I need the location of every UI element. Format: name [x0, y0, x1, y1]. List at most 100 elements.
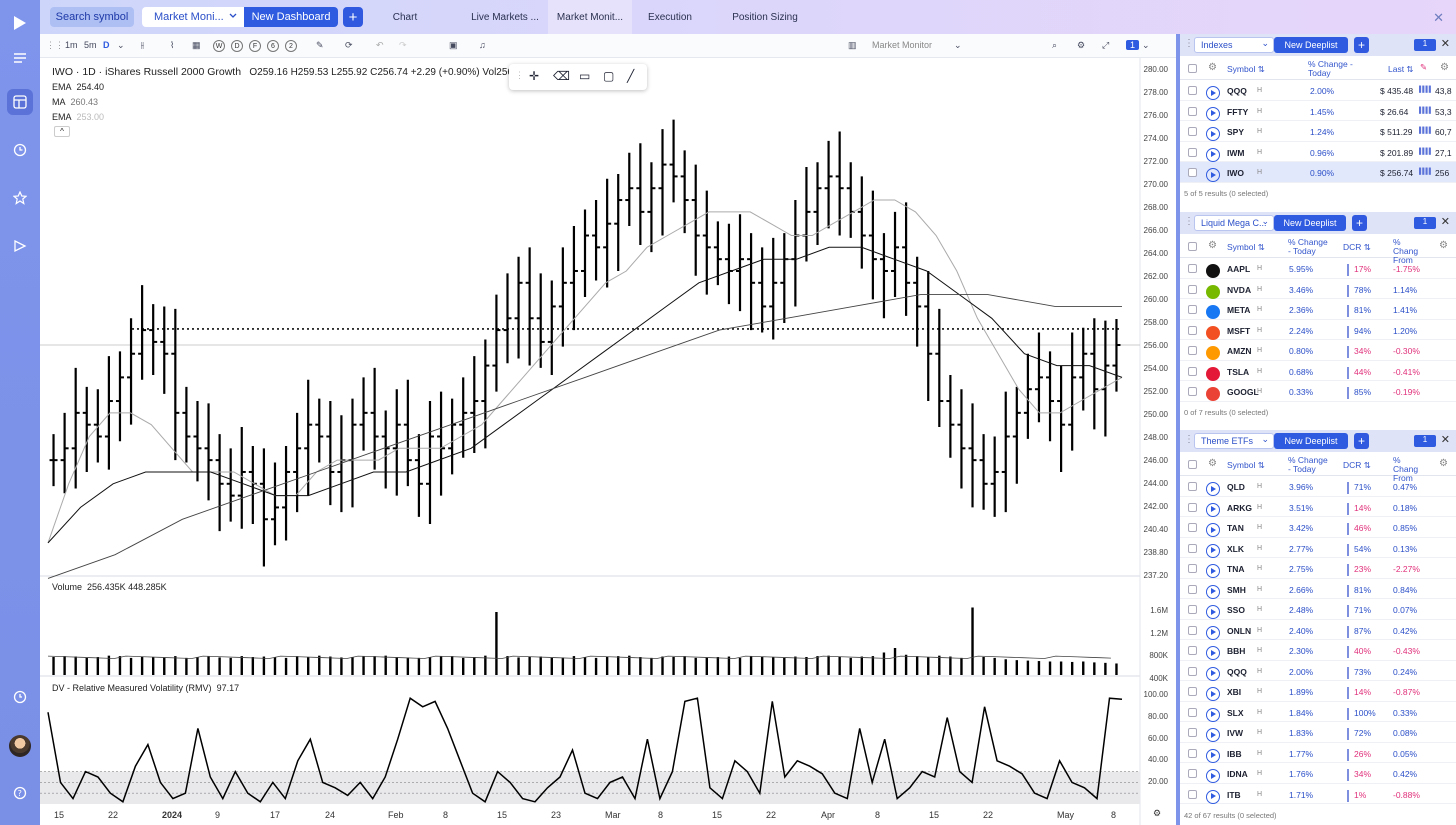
gear-icon[interactable]: ⚙	[1077, 40, 1086, 50]
legend-ema2[interactable]: EMA 253.00	[52, 112, 104, 122]
drag-handle-icon[interactable]: ⋮	[1184, 38, 1194, 49]
new-deeplist-button[interactable]: New Deeplist	[1274, 215, 1346, 231]
row-checkbox[interactable]	[1188, 605, 1197, 614]
list-row[interactable]: SSO H 2.48% 71% 0.07%	[1180, 599, 1456, 620]
list-row[interactable]: GOOGL H 0.33% 85% -0.19%	[1180, 381, 1456, 402]
column-change-today[interactable]: % Change - Today	[1288, 237, 1328, 256]
draw-pen-icon[interactable]: ✎	[316, 40, 324, 50]
bar-style-icon[interactable]: ⫲	[141, 40, 144, 50]
row-checkbox[interactable]	[1188, 625, 1197, 635]
new-deeplist-button[interactable]: New Deeplist	[1274, 37, 1348, 53]
gear-icon[interactable]: ⚙	[1440, 62, 1449, 73]
zoom-search-icon[interactable]: ⌕	[1052, 40, 1058, 50]
list-row[interactable]: AAPL H 5.95% 17% -1.75%	[1180, 258, 1456, 279]
close-icon[interactable]: ✕	[1440, 216, 1450, 228]
layout-name[interactable]: Market Monitor	[872, 40, 933, 50]
play-icon[interactable]	[1206, 86, 1220, 100]
deeplist-select[interactable]: Theme ETFs ⌄	[1194, 433, 1274, 449]
tab-market-monitor[interactable]: Market Monit...	[548, 0, 632, 34]
play-icon[interactable]	[1206, 646, 1220, 660]
trendline-icon[interactable]: ╱	[627, 69, 635, 83]
snapshot-icon[interactable]: ▣	[449, 40, 458, 50]
tab-chart[interactable]: Chart	[392, 11, 418, 23]
row-checkbox[interactable]	[1188, 789, 1197, 799]
list-row[interactable]: IDNA H 1.76% 34% 0.42%	[1180, 763, 1456, 784]
play-icon[interactable]	[1206, 482, 1220, 496]
row-checkbox[interactable]	[1188, 366, 1197, 376]
column-change-today[interactable]: % Change - Today	[1308, 59, 1353, 78]
list-row[interactable]: BBH H 2.30% 40% -0.43%	[1180, 640, 1456, 661]
row-checkbox[interactable]	[1188, 387, 1197, 396]
row-checkbox[interactable]	[1188, 147, 1197, 157]
select-all-checkbox[interactable]	[1188, 242, 1197, 251]
add-tab-button[interactable]: +	[343, 7, 363, 27]
history-icon[interactable]	[7, 684, 33, 710]
layout-icon[interactable]: ▥	[848, 40, 857, 50]
price-chart[interactable]	[40, 58, 1176, 825]
alert-bell-icon[interactable]: ♫	[479, 40, 486, 50]
drag-handle-icon[interactable]: ⋮	[1184, 434, 1194, 445]
list-row[interactable]: FFTY H 1.45% $ 26.64 ▌▌▌▌ 53,3	[1180, 101, 1456, 121]
play-icon[interactable]	[1206, 666, 1220, 681]
play-icon[interactable]	[1206, 127, 1220, 141]
row-checkbox[interactable]	[1188, 666, 1197, 676]
list-row[interactable]: IBB H 1.77% 26% 0.05%	[1180, 743, 1456, 763]
crosshair-icon[interactable]: ✛	[529, 69, 540, 83]
chevron-down-icon[interactable]: ⌄	[954, 40, 962, 50]
timeframe-2[interactable]: 2	[285, 40, 297, 52]
play-icon[interactable]	[1206, 687, 1220, 701]
select-all-checkbox[interactable]	[1188, 460, 1197, 469]
row-checkbox[interactable]	[1188, 502, 1197, 512]
add-deeplist-button[interactable]: +	[1352, 215, 1367, 231]
play-icon[interactable]	[1206, 106, 1220, 121]
row-checkbox[interactable]	[1188, 482, 1197, 491]
column-change-today[interactable]: % Change - Today	[1288, 455, 1328, 474]
list-row[interactable]: SPY H 1.24% $ 511.29 ▌▌▌▌ 60,7	[1180, 121, 1456, 142]
play-icon[interactable]	[1206, 605, 1220, 619]
column-symbol[interactable]: Symbol ⇅	[1227, 460, 1265, 470]
play-icon[interactable]	[1206, 707, 1220, 722]
dashboard-select[interactable]: Market Moni...	[142, 7, 244, 27]
list-row[interactable]: ONLN H 2.40% 87% 0.42%	[1180, 620, 1456, 640]
edit-icon[interactable]: ✎	[1420, 62, 1428, 72]
eraser-icon[interactable]: ⌫	[553, 69, 570, 83]
logo-icon[interactable]	[7, 10, 33, 36]
close-icon[interactable]: ✕	[1433, 10, 1444, 25]
list-row[interactable]: QQQ H 2.00% $ 435.48 ▌▌▌▌ 43,8	[1180, 80, 1456, 101]
drag-handle-icon[interactable]: ⋮	[515, 70, 524, 80]
list-row[interactable]: AMZN H 0.80% 34% -0.30%	[1180, 340, 1456, 361]
add-deeplist-button[interactable]: +	[1354, 433, 1369, 449]
list-row[interactable]: SMH H 2.66% 81% 0.84%	[1180, 579, 1456, 599]
list-row[interactable]: IVW H 1.83% 72% 0.08%	[1180, 722, 1456, 743]
column-dcr[interactable]: DCR ⇅	[1343, 242, 1371, 252]
close-icon[interactable]: ✕	[1440, 434, 1450, 446]
play-icon[interactable]	[1206, 625, 1220, 640]
row-checkbox[interactable]	[1188, 584, 1197, 594]
list-row[interactable]: TAN H 3.42% 46% 0.85%	[1180, 517, 1456, 538]
user-avatar[interactable]	[9, 735, 31, 757]
comment-icon[interactable]: ▢	[603, 69, 615, 83]
row-checkbox[interactable]	[1188, 646, 1197, 655]
row-checkbox[interactable]	[1188, 284, 1197, 294]
gear-icon[interactable]: ⚙	[1439, 240, 1448, 251]
search-symbol-button[interactable]: Search symbol	[50, 7, 134, 27]
play-icon[interactable]	[1206, 502, 1220, 517]
gear-icon[interactable]: ⚙	[1208, 240, 1217, 251]
list-row[interactable]: ARKG H 3.51% 14% 0.18%	[1180, 497, 1456, 517]
chevron-down-icon[interactable]: ⌄	[1142, 40, 1150, 50]
list-row[interactable]: MSFT H 2.24% 94% 1.20%	[1180, 320, 1456, 340]
play-icon[interactable]	[1206, 168, 1220, 182]
column-symbol[interactable]: Symbol ⇅	[1227, 64, 1265, 74]
row-checkbox[interactable]	[1188, 127, 1197, 136]
play-icon[interactable]	[1206, 523, 1220, 537]
timeframe-w[interactable]: W	[213, 40, 225, 52]
row-checkbox[interactable]	[1188, 564, 1197, 573]
row-checkbox[interactable]	[1188, 523, 1197, 532]
row-checkbox[interactable]	[1188, 325, 1197, 335]
timeframe-6[interactable]: 6	[267, 40, 279, 52]
close-icon[interactable]: ✕	[1440, 38, 1450, 50]
gear-icon[interactable]: ⚙	[1208, 458, 1217, 469]
row-checkbox[interactable]	[1188, 769, 1197, 778]
row-checkbox[interactable]	[1188, 748, 1197, 758]
play-icon[interactable]	[1206, 769, 1220, 783]
